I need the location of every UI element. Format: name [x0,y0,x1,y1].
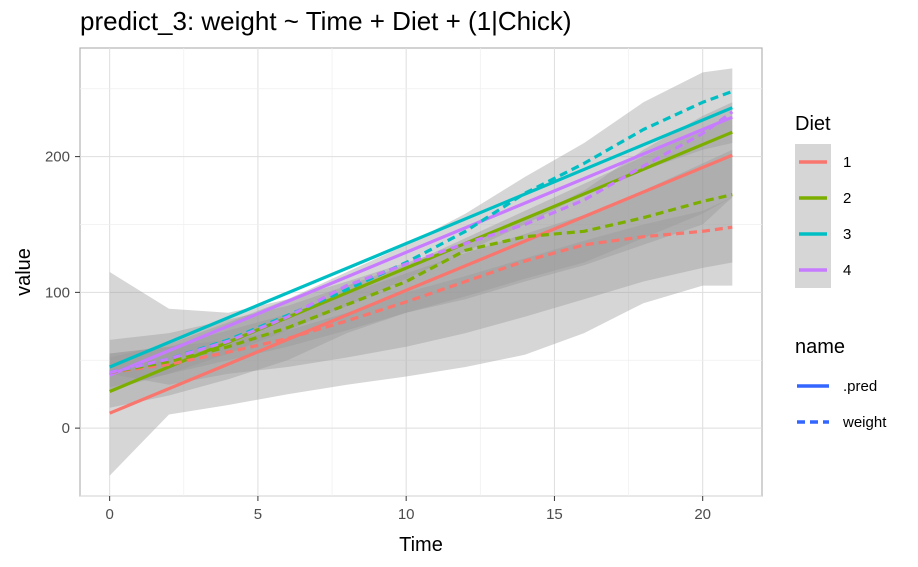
y-tick-label: 0 [62,420,70,437]
legend-label-diet-3: 3 [843,226,851,243]
legend-name-title: name [795,336,845,358]
x-tick-label: 15 [546,506,563,523]
confidence-ribbon [109,197,733,385]
series-line-diet-2-weight [109,193,733,375]
x-tick-label: 10 [398,506,415,523]
legend-diet-title: Diet [795,113,831,135]
series-line-diet-1-pred [109,153,733,415]
series-line-diet-2-pred [109,130,733,393]
legend-label-diet-1: 1 [843,154,851,171]
y-tick-label: 200 [45,149,70,166]
legend-label-weight: weight [842,414,887,431]
series-line-diet-3-pred [109,106,733,369]
legends: Diet 1 2 3 4 name .pred weight [795,113,887,431]
legend-label-pred: .pred [843,378,877,395]
x-tick-label: 0 [105,506,113,523]
x-tick-label: 5 [254,506,262,523]
series-line-diet-4-weight [109,110,734,375]
chart-title: predict_3: weight ~ Time + Diet + (1|Chi… [80,6,572,36]
series-line-diet-4-pred [109,115,733,377]
legend-label-diet-4: 4 [843,262,851,279]
x-axis-title: Time [399,534,443,556]
x-tick-label: 20 [694,506,711,523]
confidence-ribbon [109,68,733,388]
series-line-diet-3-weight [109,89,733,375]
plot-panel [79,47,763,497]
y-axis-title: value [13,248,35,296]
y-tick-label: 100 [45,284,70,301]
confidence-ribbon [109,149,733,391]
legend-label-diet-2: 2 [843,190,851,207]
series-line-diet-1-weight [109,225,733,375]
